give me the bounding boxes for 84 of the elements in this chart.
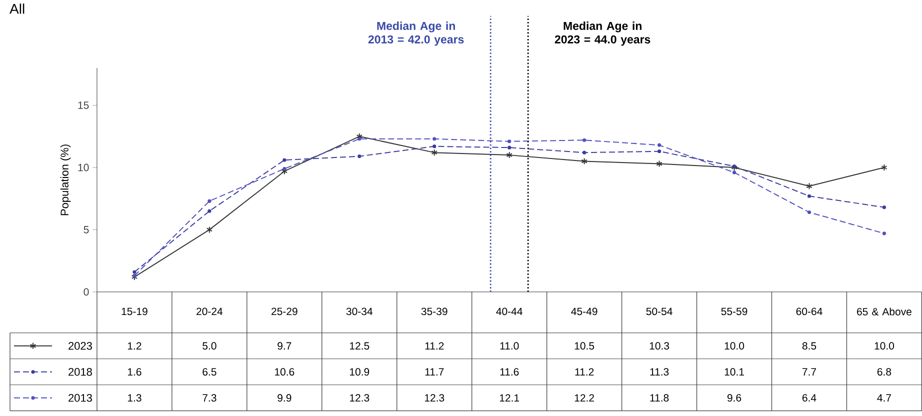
point xyxy=(508,146,512,150)
data-label: 10.0 xyxy=(724,342,744,350)
data-label: 5.0 xyxy=(202,342,216,350)
data-label: 1.3 xyxy=(128,394,142,402)
data-label: 11.8 xyxy=(650,394,669,402)
point xyxy=(132,274,136,278)
x-tick-label: 20-24 xyxy=(196,308,223,316)
point xyxy=(581,158,588,165)
legend-label: 2013 xyxy=(68,394,92,402)
data-label: 7.3 xyxy=(202,394,216,402)
data-label: 10.1 xyxy=(724,368,744,376)
x-tick-label: 30-34 xyxy=(346,308,372,316)
ref-line-label: Median Age in 2023 = 44.0 years xyxy=(554,22,650,46)
data-label: 12.3 xyxy=(350,394,370,402)
point xyxy=(208,199,212,203)
data-label: 11.0 xyxy=(500,342,519,350)
data-label: 12.2 xyxy=(574,394,594,402)
data-label: 12.1 xyxy=(500,394,520,402)
point xyxy=(657,150,662,154)
data-label: 11.3 xyxy=(650,368,669,376)
y-tick-label: 15 xyxy=(78,102,89,110)
point xyxy=(432,137,436,141)
chart-title: All xyxy=(10,4,24,14)
data-label: 10.3 xyxy=(650,342,670,350)
point xyxy=(732,170,736,174)
point xyxy=(656,160,662,168)
x-tick-label: 50-54 xyxy=(646,308,672,316)
data-label: 10.6 xyxy=(275,368,294,376)
point xyxy=(657,143,662,147)
y-tick-label: 5 xyxy=(84,226,89,234)
data-label: 6.8 xyxy=(877,368,892,376)
data-label: 12.5 xyxy=(350,342,370,350)
x-tick-label: 45-49 xyxy=(571,308,598,316)
x-tick-label: 15-19 xyxy=(122,308,148,316)
point xyxy=(732,164,736,168)
data-label: 1.2 xyxy=(128,342,142,350)
point xyxy=(806,182,812,190)
data-label: 10.5 xyxy=(574,342,594,350)
data-label: 7.7 xyxy=(802,368,816,376)
x-tick-label: 40-44 xyxy=(496,308,522,316)
data-label: 11.2 xyxy=(575,368,594,376)
data-label: 4.7 xyxy=(877,394,891,402)
point xyxy=(882,206,886,210)
point xyxy=(358,154,362,158)
data-label: 9.9 xyxy=(278,394,292,402)
data-label: 1.6 xyxy=(128,368,142,376)
point xyxy=(358,137,362,141)
point xyxy=(282,158,286,162)
data-label: 11.2 xyxy=(425,342,444,350)
point xyxy=(431,149,438,156)
point xyxy=(582,150,586,154)
x-tick-label: 60-64 xyxy=(796,308,822,316)
data-label: 8.5 xyxy=(802,342,816,350)
y-axis-title: Population (%) xyxy=(60,144,71,216)
data-label: 9.6 xyxy=(727,394,742,402)
x-tick-label: 25-29 xyxy=(272,308,298,316)
point xyxy=(432,144,436,148)
ref-line-label: Median Age in 2013 = 42.0 years xyxy=(368,22,464,46)
x-tick-label: 55-59 xyxy=(721,308,748,316)
data-label: 6.4 xyxy=(802,394,816,402)
point xyxy=(132,270,136,274)
data-label: 10.9 xyxy=(350,368,370,376)
data-label: 9.7 xyxy=(278,342,292,350)
point xyxy=(807,194,812,198)
data-label: 6.5 xyxy=(202,368,216,376)
point xyxy=(582,138,586,142)
point xyxy=(508,140,512,144)
data-label: 11.6 xyxy=(500,368,519,376)
legend-label: 2018 xyxy=(68,368,92,376)
point xyxy=(882,232,886,236)
y-tick-label: 10 xyxy=(78,164,89,172)
point xyxy=(208,209,212,213)
point xyxy=(807,210,812,214)
x-tick-label: 35-39 xyxy=(421,308,448,316)
data-label: 12.3 xyxy=(424,394,444,402)
y-tick-label: 0 xyxy=(84,288,89,296)
point xyxy=(282,167,286,171)
data-label: 11.7 xyxy=(425,368,444,376)
x-tick-label: 65 & Above xyxy=(857,308,912,316)
point xyxy=(206,226,213,234)
legend-label: 2023 xyxy=(68,342,92,350)
data-label: 10.0 xyxy=(874,342,894,350)
point xyxy=(506,152,512,159)
point xyxy=(731,164,738,172)
